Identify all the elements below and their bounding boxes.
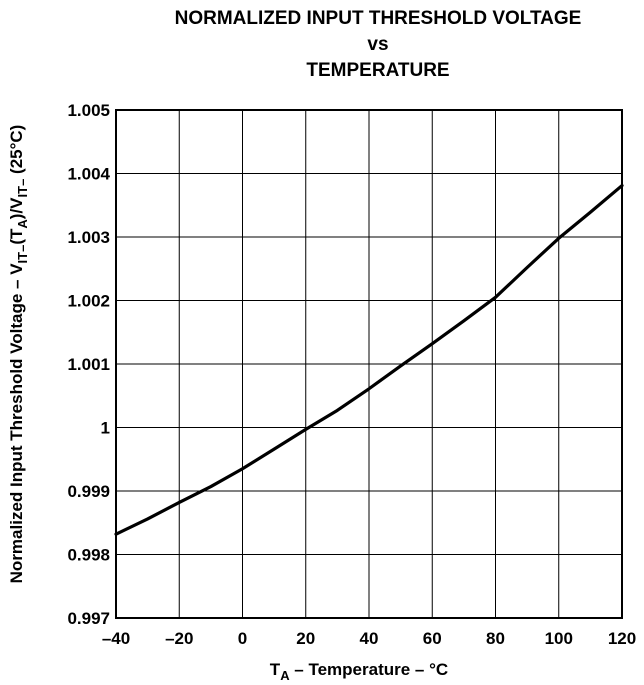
y-tick-label: 0.997 — [67, 609, 110, 628]
x-tick-labels: –40 –20 0 20 40 60 80 100 120 — [102, 629, 636, 648]
x-tick-label: 20 — [296, 629, 315, 648]
y-tick-label: 1.005 — [67, 101, 110, 120]
plot-frame — [115, 109, 623, 619]
y-axis-label: Normalized Input Threshold Voltage – VIT… — [7, 125, 30, 584]
series-line — [114, 183, 624, 536]
chart-title: NORMALIZED INPUT THRESHOLD VOLTAGE vs TEMP… — [175, 8, 582, 81]
x-tick-label: 120 — [608, 629, 636, 648]
x-tick-label: 0 — [238, 629, 247, 648]
y-tick-label: 1.002 — [67, 292, 110, 311]
x-tick-label: –20 — [165, 629, 193, 648]
grid — [115, 109, 623, 619]
x-tick-label: 100 — [545, 629, 573, 648]
x-tick-label: 80 — [486, 629, 505, 648]
y-tick-label: 1 — [101, 419, 110, 438]
y-tick-labels: 0.997 0.998 0.999 1 1.001 1.002 1.003 1.004 1.00… — [67, 101, 110, 628]
title-line: TEMPERATURE — [306, 60, 449, 81]
series-lines — [114, 183, 624, 536]
x-tick-label: 60 — [423, 629, 442, 648]
y-tick-label: 1.001 — [67, 355, 110, 374]
y-tick-label: 1.003 — [67, 228, 110, 247]
y-tick-label: 0.999 — [67, 482, 110, 501]
x-tick-label: –40 — [102, 629, 130, 648]
title-line: vs — [367, 34, 388, 55]
y-tick-label: 0.998 — [67, 546, 110, 565]
title-line: NORMALIZED INPUT THRESHOLD VOLTAGE — [175, 8, 582, 29]
y-tick-label: 1.004 — [67, 165, 110, 184]
x-axis-label: TA – Temperature – °C — [270, 660, 448, 683]
x-tick-label: 40 — [360, 629, 379, 648]
